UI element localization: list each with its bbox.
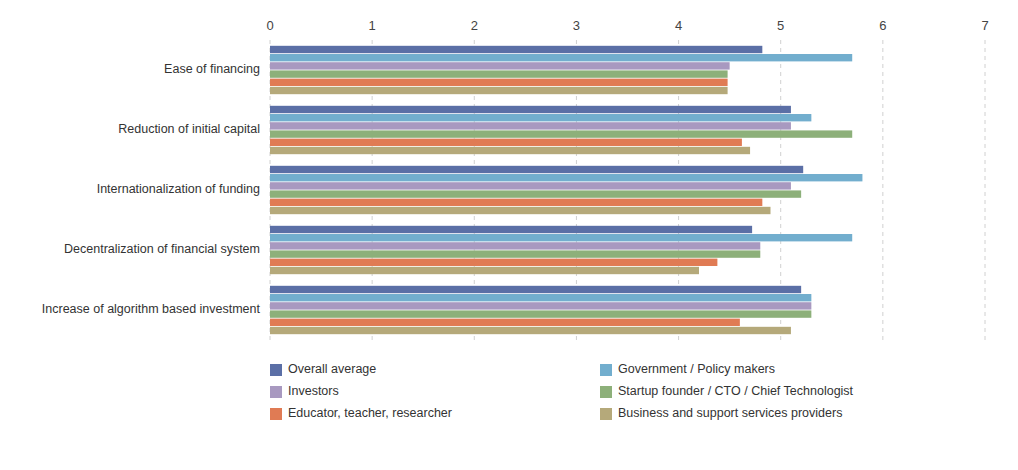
legend-swatch — [270, 386, 282, 398]
tick-label: 5 — [777, 18, 784, 33]
bar — [270, 319, 740, 326]
chart: 0 1 2 3 4 5 6 7 Ease of financing Reduction of in… — [0, 0, 1018, 470]
x-axis: 0 1 2 3 4 5 6 7 — [266, 18, 988, 33]
bar — [270, 242, 760, 249]
grid-line — [985, 40, 986, 340]
legend-label: Educator, teacher, researcher — [288, 406, 452, 420]
tick-label: 3 — [573, 18, 580, 33]
bar — [270, 87, 728, 94]
bar — [270, 182, 791, 189]
tick-label: 7 — [981, 18, 988, 33]
legend: Overall average Government / Policy maker… — [270, 362, 854, 420]
legend-label: Business and support services providers — [618, 406, 842, 420]
bar — [270, 302, 811, 309]
category-label: Ease of financing — [164, 62, 260, 76]
legend-swatch — [270, 408, 282, 420]
legend-label: Startup founder / CTO / Chief Technologi… — [618, 384, 854, 398]
legend-label: Government / Policy makers — [618, 362, 775, 376]
bar — [270, 267, 699, 274]
bar — [270, 327, 791, 334]
y-axis: Ease of financing Reduction of initial ca… — [42, 62, 261, 316]
bar — [270, 139, 742, 146]
tick-label: 0 — [266, 18, 273, 33]
bar — [270, 130, 852, 137]
category-label: Internationalization of funding — [97, 182, 260, 196]
bar — [270, 199, 762, 206]
bar — [270, 286, 801, 293]
bar — [270, 54, 852, 61]
legend-label: Overall average — [288, 362, 376, 376]
bar — [270, 174, 862, 181]
bar — [270, 147, 750, 154]
bar — [270, 250, 760, 257]
bar — [270, 122, 791, 129]
legend-swatch — [600, 386, 612, 398]
category-label: Increase of algorithm based investment — [42, 302, 261, 316]
bar — [270, 166, 803, 173]
category-label: Decentralization of financial system — [64, 242, 260, 256]
bar — [270, 62, 730, 69]
bar — [270, 234, 852, 241]
tick-label: 1 — [369, 18, 376, 33]
grid-line — [882, 40, 883, 340]
legend-label: Investors — [288, 384, 339, 398]
bar — [270, 46, 762, 53]
bar — [270, 79, 728, 86]
bar — [270, 190, 801, 197]
bar — [270, 106, 791, 113]
bars — [270, 46, 862, 334]
bar — [270, 259, 717, 266]
bar — [270, 114, 811, 121]
bar — [270, 310, 811, 317]
tick-label: 2 — [471, 18, 478, 33]
bar — [270, 294, 811, 301]
legend-swatch — [600, 364, 612, 376]
legend-swatch — [270, 364, 282, 376]
tick-label: 6 — [879, 18, 886, 33]
bar — [270, 70, 728, 77]
tick-label: 4 — [675, 18, 682, 33]
bar — [270, 207, 771, 214]
legend-swatch — [600, 408, 612, 420]
grid — [270, 40, 985, 340]
category-label: Reduction of initial capital — [118, 122, 260, 136]
bar — [270, 226, 752, 233]
